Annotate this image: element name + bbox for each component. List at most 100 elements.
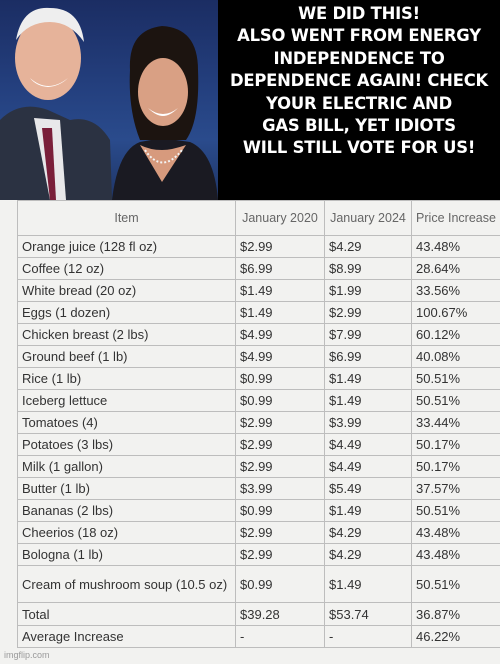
caption-line: YOUR ELECTRIC AND	[266, 93, 452, 113]
item-cell: Chicken breast (2 lbs)	[17, 323, 236, 346]
january-2024-cell: $1.49	[324, 499, 412, 522]
price-increase-cell: 28.64%	[411, 257, 500, 280]
item-cell: Butter (1 lb)	[17, 477, 236, 500]
price-increase-cell: 50.51%	[411, 367, 500, 390]
item-cell: White bread (20 oz)	[17, 279, 236, 302]
item-cell: Bananas (2 lbs)	[17, 499, 236, 522]
table-row: Butter (1 lb) $3.99 $5.49 37.57%	[17, 477, 500, 500]
price-increase-cell: 50.17%	[411, 455, 500, 478]
january-2024-cell: $4.49	[324, 455, 412, 478]
january-2024-cell: $53.74	[324, 602, 412, 626]
january-2024-cell: $1.49	[324, 565, 412, 603]
item-cell: Milk (1 gallon)	[17, 455, 236, 478]
item-cell: Ground beef (1 lb)	[17, 345, 236, 368]
price-table: Item January 2020 January 2024 Price Inc…	[17, 200, 500, 648]
january-2024-cell: $1.99	[324, 279, 412, 302]
january-2024-cell: $3.99	[324, 411, 412, 434]
january-2024-cell: $4.29	[324, 521, 412, 544]
table-row: Rice (1 lb) $0.99 $1.49 50.51%	[17, 367, 500, 390]
item-cell: Cheerios (18 oz)	[17, 521, 236, 544]
price-increase-cell: 40.08%	[411, 345, 500, 368]
table-row: Potatoes (3 lbs) $2.99 $4.49 50.17%	[17, 433, 500, 456]
item-cell: Rice (1 lb)	[17, 367, 236, 390]
table-header-row: Item January 2020 January 2024 Price Inc…	[17, 200, 500, 236]
price-increase-cell: 50.51%	[411, 389, 500, 412]
january-2020-cell: $0.99	[235, 565, 325, 603]
table-row: Cheerios (18 oz) $2.99 $4.29 43.48%	[17, 521, 500, 544]
price-increase-cell: 100.67%	[411, 301, 500, 324]
price-increase-cell: 60.12%	[411, 323, 500, 346]
item-cell: Tomatoes (4)	[17, 411, 236, 434]
table-row: Tomatoes (4) $2.99 $3.99 33.44%	[17, 411, 500, 434]
january-2020-cell: $2.99	[235, 455, 325, 478]
january-2020-cell: $2.99	[235, 235, 325, 258]
table-row: Eggs (1 dozen) $1.49 $2.99 100.67%	[17, 301, 500, 324]
item-cell: Potatoes (3 lbs)	[17, 433, 236, 456]
price-increase-cell: 50.51%	[411, 499, 500, 522]
january-2020-cell: $2.99	[235, 411, 325, 434]
caption-line: INDEPENDENCE TO	[273, 48, 445, 68]
table-row: Bananas (2 lbs) $0.99 $1.49 50.51%	[17, 499, 500, 522]
january-2024-cell: $2.99	[324, 301, 412, 324]
january-2020-cell: $0.99	[235, 389, 325, 412]
price-increase-cell: 43.48%	[411, 235, 500, 258]
item-cell: Average Increase	[17, 625, 236, 648]
caption-line: DEPENDENCE AGAIN! CHECK	[229, 71, 489, 91]
table-row: Total $39.28 $53.74 36.87%	[17, 602, 500, 626]
column-header-january-2020: January 2020	[235, 200, 325, 236]
caption-line: ALSO WENT FROM ENERGY	[237, 26, 481, 46]
portrait-illustration	[0, 7, 218, 200]
item-cell: Iceberg lettuce	[17, 389, 236, 412]
column-header-item: Item	[17, 200, 236, 236]
january-2024-cell: $4.49	[324, 433, 412, 456]
table-row: Average Increase - -46.22%	[17, 625, 500, 648]
price-increase-cell: 33.44%	[411, 411, 500, 434]
table-row: Coffee (12 oz) $6.99 $8.99 28.64%	[17, 257, 500, 280]
item-cell: Eggs (1 dozen)	[17, 301, 236, 324]
table-row: White bread (20 oz) $1.49 $1.99 33.56%	[17, 279, 500, 302]
caption-line: WILL STILL VOTE FOR US!	[242, 138, 476, 158]
item-cell: Coffee (12 oz)	[17, 257, 236, 280]
column-header-price-increase: Price Increase	[411, 200, 500, 236]
january-2020-cell: $6.99	[235, 257, 325, 280]
price-increase-cell: 36.87%	[411, 602, 500, 626]
price-increase-cell: 43.48%	[411, 543, 500, 566]
january-2020-cell: -	[235, 625, 325, 648]
january-2020-cell: $1.49	[235, 301, 325, 324]
item-cell: Total	[17, 602, 236, 626]
table-row: Cream of mushroom soup (10.5 oz) $0.99 $1.…	[17, 565, 500, 603]
caption-text: WE DID THIS! ALSO WENT FROM ENERGY INDEP…	[218, 0, 500, 200]
price-increase-cell: 50.51%	[411, 565, 500, 603]
january-2024-cell: $8.99	[324, 257, 412, 280]
price-increase-cell: 46.22%	[411, 625, 500, 648]
january-2020-cell: $2.99	[235, 543, 325, 566]
january-2020-cell: $1.49	[235, 279, 325, 302]
table-row: Ground beef (1 lb) $4.99 $6.99 40.08%	[17, 345, 500, 368]
price-increase-cell: 37.57%	[411, 477, 500, 500]
january-2020-cell: $4.99	[235, 323, 325, 346]
january-2024-cell: $7.99	[324, 323, 412, 346]
item-cell: Cream of mushroom soup (10.5 oz)	[17, 565, 236, 603]
caption-line: GAS BILL, YET IDIOTS	[262, 116, 456, 136]
price-increase-cell: 43.48%	[411, 521, 500, 544]
january-2024-cell: $1.49	[324, 389, 412, 412]
table-row: Iceberg lettuce $0.99 $1.49 50.51%	[17, 389, 500, 412]
january-2020-cell: $4.99	[235, 345, 325, 368]
january-2020-cell: $3.99	[235, 477, 325, 500]
january-2024-cell: $6.99	[324, 345, 412, 368]
table-row: Chicken breast (2 lbs) $4.99 $7.99 60.12%	[17, 323, 500, 346]
january-2024-cell: -	[324, 625, 412, 648]
january-2020-cell: $2.99	[235, 521, 325, 544]
price-increase-cell: 50.17%	[411, 433, 500, 456]
table-row: Milk (1 gallon) $2.99 $4.49 50.17%	[17, 455, 500, 478]
item-cell: Orange juice (128 fl oz)	[17, 235, 236, 258]
item-cell: Bologna (1 lb)	[17, 543, 236, 566]
photo	[0, 0, 218, 200]
caption-line: WE DID THIS!	[298, 4, 420, 23]
january-2024-cell: $1.49	[324, 367, 412, 390]
column-header-january-2024: January 2024	[324, 200, 412, 236]
january-2020-cell: $0.99	[235, 367, 325, 390]
january-2024-cell: $4.29	[324, 543, 412, 566]
watermark: imgflip.com	[4, 650, 50, 660]
price-increase-cell: 33.56%	[411, 279, 500, 302]
